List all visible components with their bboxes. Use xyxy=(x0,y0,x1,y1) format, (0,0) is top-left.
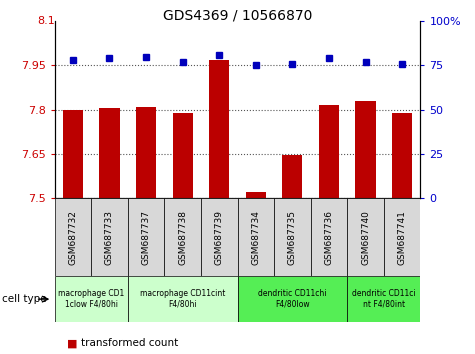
Bar xyxy=(128,198,164,276)
Bar xyxy=(384,198,420,276)
Text: GSM687732: GSM687732 xyxy=(68,210,77,265)
Text: GSM687739: GSM687739 xyxy=(215,210,224,265)
Text: macrophage CD11cint
F4/80hi: macrophage CD11cint F4/80hi xyxy=(140,290,225,309)
Text: GSM687733: GSM687733 xyxy=(105,210,114,265)
Bar xyxy=(63,110,83,198)
Text: GSM687741: GSM687741 xyxy=(398,210,407,265)
Bar xyxy=(99,108,120,198)
Bar xyxy=(172,113,193,198)
Bar xyxy=(274,198,311,276)
Bar xyxy=(311,198,347,276)
Bar xyxy=(238,276,347,322)
Text: GDS4369 / 10566870: GDS4369 / 10566870 xyxy=(163,9,312,23)
Bar xyxy=(282,155,303,198)
Bar xyxy=(238,198,274,276)
Text: ■: ■ xyxy=(66,338,77,348)
Bar xyxy=(209,59,229,198)
Bar xyxy=(246,192,266,198)
Text: GSM687740: GSM687740 xyxy=(361,210,370,265)
Text: GSM687738: GSM687738 xyxy=(178,210,187,265)
Bar xyxy=(55,276,128,322)
Bar xyxy=(355,101,376,198)
Text: GSM687736: GSM687736 xyxy=(324,210,333,265)
Bar xyxy=(392,113,412,198)
Text: dendritic CD11ci
nt F4/80int: dendritic CD11ci nt F4/80int xyxy=(352,290,416,309)
Bar xyxy=(201,198,238,276)
Bar xyxy=(164,198,201,276)
Text: dendritic CD11chi
F4/80low: dendritic CD11chi F4/80low xyxy=(258,290,327,309)
Text: 8.1: 8.1 xyxy=(37,16,55,26)
Text: macrophage CD1
1clow F4/80hi: macrophage CD1 1clow F4/80hi xyxy=(58,290,124,309)
Bar xyxy=(128,276,238,322)
Text: GSM687737: GSM687737 xyxy=(142,210,151,265)
Bar xyxy=(91,198,128,276)
Bar xyxy=(347,276,420,322)
Text: GSM687735: GSM687735 xyxy=(288,210,297,265)
Bar xyxy=(347,198,384,276)
Text: transformed count: transformed count xyxy=(81,338,178,348)
Bar xyxy=(55,198,91,276)
Text: GSM687734: GSM687734 xyxy=(251,210,260,265)
Text: cell type: cell type xyxy=(2,294,47,304)
Bar xyxy=(136,107,156,198)
Bar xyxy=(319,105,339,198)
